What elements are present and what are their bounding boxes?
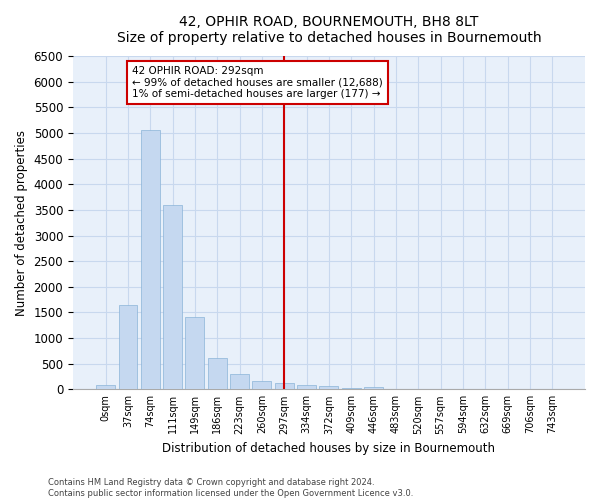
- Bar: [119, 304, 137, 390]
- Bar: [96, 386, 115, 390]
- Bar: [163, 206, 182, 390]
- Bar: [275, 384, 294, 390]
- Title: 42, OPHIR ROAD, BOURNEMOUTH, BH8 8LT
Size of property relative to detached house: 42, OPHIR ROAD, BOURNEMOUTH, BH8 8LT Siz…: [116, 15, 541, 45]
- X-axis label: Distribution of detached houses by size in Bournemouth: Distribution of detached houses by size …: [163, 442, 496, 455]
- Bar: [185, 317, 205, 390]
- Bar: [253, 382, 271, 390]
- Text: 42 OPHIR ROAD: 292sqm
← 99% of detached houses are smaller (12,688)
1% of semi-d: 42 OPHIR ROAD: 292sqm ← 99% of detached …: [133, 66, 383, 100]
- Bar: [319, 386, 338, 390]
- Bar: [297, 386, 316, 390]
- Bar: [364, 387, 383, 390]
- Text: Contains HM Land Registry data © Crown copyright and database right 2024.
Contai: Contains HM Land Registry data © Crown c…: [48, 478, 413, 498]
- Bar: [230, 374, 249, 390]
- Bar: [342, 388, 361, 390]
- Y-axis label: Number of detached properties: Number of detached properties: [15, 130, 28, 316]
- Bar: [141, 130, 160, 390]
- Bar: [208, 358, 227, 390]
